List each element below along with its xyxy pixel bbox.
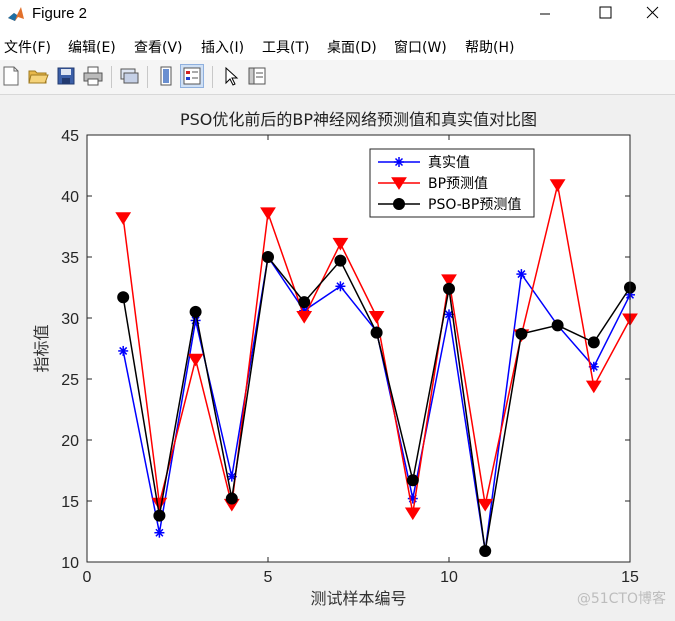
data-point <box>368 311 385 324</box>
property-editor-icon[interactable] <box>246 65 268 87</box>
save-icon[interactable] <box>55 65 77 87</box>
data-point <box>585 380 602 394</box>
maximize-icon <box>599 6 612 19</box>
figure-toolbar <box>0 60 675 95</box>
menu-insert[interactable]: 插入(I) <box>201 40 245 56</box>
series-layer <box>115 179 638 558</box>
data-point <box>189 305 202 318</box>
chart-svg: PSO优化前后的BP神经网络预测值和真实值对比图 测试样本编号 指标值 0 5 10… <box>32 110 666 608</box>
data-point <box>551 319 564 332</box>
data-point <box>151 497 168 511</box>
pointer-icon[interactable] <box>220 65 242 87</box>
y-tick-label: 10 <box>61 555 79 572</box>
y-tick-label: 30 <box>61 311 79 328</box>
menu-bar: 文件(F) 编辑(E) 查看(V) 插入(I) 工具(T) 桌面(D) 窗口(W… <box>0 30 675 60</box>
open-file-icon[interactable] <box>27 65 49 87</box>
watermark: @51CTO博客 <box>577 590 666 607</box>
data-point <box>477 498 494 512</box>
toolbar-separator <box>212 66 213 88</box>
data-point <box>404 507 421 521</box>
data-point <box>260 207 276 220</box>
data-point <box>335 281 346 292</box>
series-3 <box>117 251 636 558</box>
legend-label: 真实值 <box>428 155 470 171</box>
data-point <box>296 311 313 324</box>
chart-title: PSO优化前后的BP神经网络预测值和真实值对比图 <box>180 110 537 129</box>
menu-help[interactable]: 帮助(H) <box>465 40 515 56</box>
toolbar-separator <box>147 66 148 88</box>
axis-ticks: 0 5 10 15 10 15 20 25 30 35 40 45 <box>61 128 639 586</box>
legend-icon[interactable] <box>180 64 204 88</box>
data-point <box>406 474 419 487</box>
data-point <box>298 296 311 309</box>
y-tick-label: 15 <box>61 494 79 511</box>
minimize-icon <box>540 13 550 15</box>
toolbar-separator <box>111 66 112 88</box>
legend-label: PSO-BP预测值 <box>428 197 521 213</box>
figure-canvas: PSO优化前后的BP神经网络预测值和真实值对比图 测试样本编号 指标值 0 5 10… <box>0 95 675 616</box>
y-axis-label: 指标值 <box>32 324 51 372</box>
data-point <box>444 309 454 320</box>
data-point <box>515 327 528 340</box>
legend-marker <box>394 157 404 167</box>
y-tick-label: 45 <box>61 128 79 145</box>
x-axis-label: 测试样本编号 <box>310 589 406 608</box>
legend-entry: BP预测值 <box>378 176 488 192</box>
data-point <box>516 269 527 280</box>
data-point <box>549 179 566 192</box>
colorbar-icon[interactable] <box>155 65 177 87</box>
axes-background <box>87 135 630 562</box>
menu-edit[interactable]: 编辑(E) <box>68 40 116 56</box>
data-point <box>334 254 347 267</box>
legend-entry: PSO-BP预测值 <box>378 197 521 213</box>
menu-window[interactable]: 窗口(W) <box>394 40 447 56</box>
window-title: Figure 2 <box>32 5 88 22</box>
legend-entry: 真实值 <box>378 155 470 171</box>
data-point <box>115 212 132 225</box>
menu-tools[interactable]: 工具(T) <box>262 40 310 56</box>
data-point <box>262 251 274 263</box>
maximize-button[interactable] <box>582 0 628 30</box>
x-tick-label: 0 <box>83 569 92 586</box>
link-plot-icon[interactable] <box>118 65 140 87</box>
menu-view[interactable]: 查看(V) <box>134 40 183 56</box>
print-icon[interactable] <box>82 65 104 87</box>
x-tick-label: 10 <box>440 569 458 586</box>
data-point <box>370 326 383 339</box>
data-point <box>225 492 238 505</box>
y-tick-label: 40 <box>61 189 79 206</box>
legend-marker <box>391 177 407 190</box>
data-point <box>332 237 349 251</box>
matlab-logo-icon <box>6 4 26 24</box>
minimize-button[interactable] <box>522 0 568 30</box>
data-point <box>117 291 130 304</box>
legend-marker <box>393 198 405 210</box>
menu-file[interactable]: 文件(F) <box>4 40 51 56</box>
data-point <box>443 282 455 295</box>
data-point <box>153 509 166 522</box>
axes-box <box>86 134 631 563</box>
data-point <box>154 527 165 538</box>
menu-desktop[interactable]: 桌面(D) <box>327 40 377 56</box>
x-tick-label: 5 <box>264 569 273 586</box>
y-tick-label: 20 <box>61 433 79 450</box>
data-point <box>479 545 492 558</box>
data-point <box>187 353 204 367</box>
close-button[interactable] <box>629 0 675 30</box>
y-tick-label: 35 <box>61 250 79 267</box>
data-point <box>118 345 129 356</box>
data-point <box>441 274 457 288</box>
data-point <box>587 336 600 349</box>
x-tick-label: 15 <box>621 569 639 586</box>
y-tick-label: 25 <box>61 372 79 389</box>
window-title-bar: Figure 2 <box>0 0 675 30</box>
close-icon <box>646 6 659 19</box>
new-figure-icon[interactable] <box>0 65 22 87</box>
legend[interactable]: 真实值 BP预测值 PSO-BP预测值 <box>369 148 535 218</box>
legend-label: BP预测值 <box>428 176 488 192</box>
